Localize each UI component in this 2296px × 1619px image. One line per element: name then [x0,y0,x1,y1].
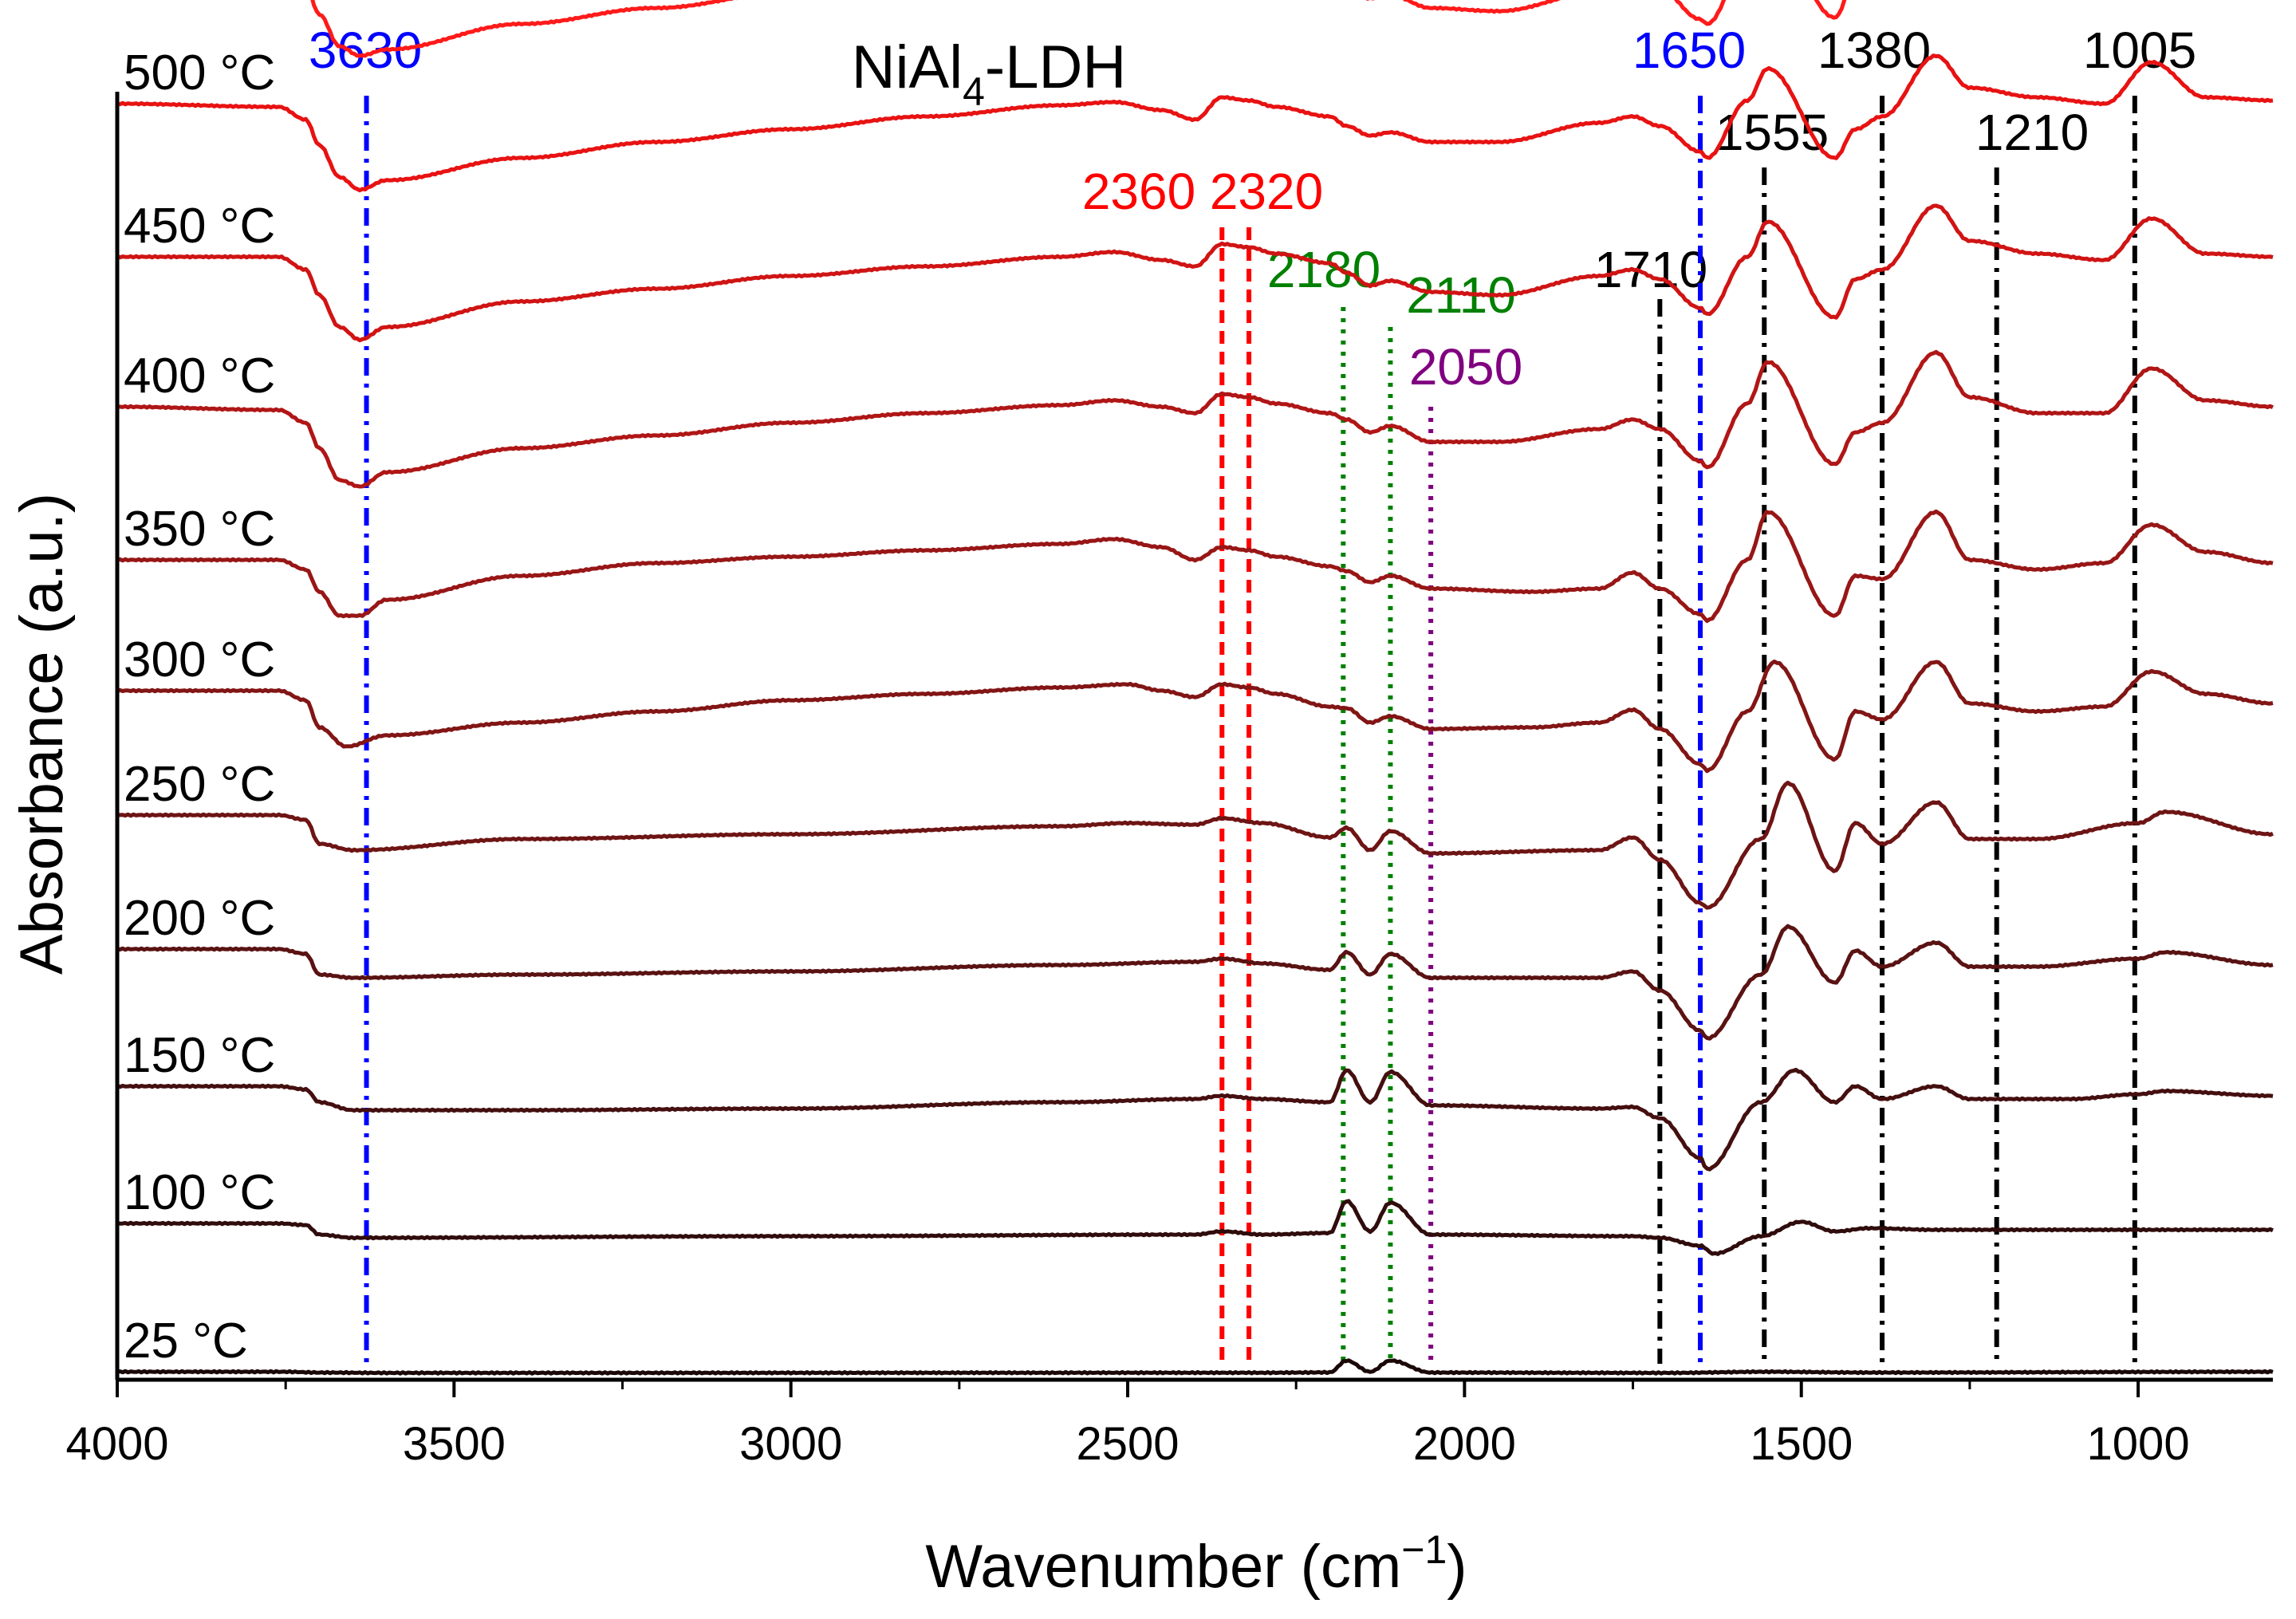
annotation-label: 1650 [1632,22,1746,79]
x-axis-label: Wavenumber (cm−1) [925,1527,1467,1601]
title-rest: -LDH [985,33,1126,101]
x-tick-label: 3500 [403,1418,506,1470]
annotation-label: 2050 [1409,338,1522,396]
series-label: 150 °C [124,1028,275,1083]
x-tick-label: 3000 [739,1418,842,1470]
svg-text:NiAl4-LDH: NiAl4-LDH [852,33,1127,114]
series-line [116,203,2274,343]
annotation-label: 1380 [1818,22,1931,79]
x-axis-label-text: Wavenumber (cm [925,1533,1401,1601]
annotation-label: 1710 [1594,241,1707,298]
x-tick-label: 1000 [2087,1418,2190,1470]
x-axis-label-superscript: −1 [1401,1527,1447,1572]
spectra-series [116,0,2274,1376]
series-label: 250 °C [124,757,275,812]
series-label: 400 °C [124,349,275,404]
annotation-label: 2180 [1267,241,1380,298]
y-axis-label: Absorbance (a.u.) [8,493,76,975]
x-axis-label-close: ) [1447,1533,1467,1601]
series-line [310,0,1847,58]
series-line [116,1067,2274,1172]
series-label: 350 °C [124,502,275,557]
title-main: NiAl [852,33,963,101]
series-label: 25 °C [124,1314,248,1369]
series-line [116,349,2274,489]
title: NiAl4-LDH [852,33,1127,114]
title-subscript: 4 [963,69,985,114]
x-tick-label: 2500 [1077,1418,1180,1470]
series-line [116,1358,2274,1376]
series-labels: 25 °C 100 °C 150 °C 200 °C 250 °C 300 °C 350 °… [124,45,275,1369]
series-label: 200 °C [124,891,275,946]
series-label: 450 °C [124,199,275,254]
series-line [116,780,2274,910]
annotation-label: 3630 [309,22,422,79]
annotation-label: 2360 [1082,163,1195,220]
annotation-label: 2320 [1210,163,1323,220]
series-label: 300 °C [124,632,275,687]
x-tick-label: 1500 [1750,1418,1853,1470]
series-label: 500 °C [124,45,275,100]
series-line [116,53,2274,193]
series-line [116,509,2274,624]
x-ticks: 4000 3500 3000 2500 2000 1500 1000 [65,1380,2190,1470]
series-line [116,924,2274,1041]
x-tick-label: 2000 [1413,1418,1516,1470]
series-line [116,1199,2274,1256]
series-line [116,660,2274,774]
series-label: 100 °C [124,1165,275,1220]
axes [115,92,2273,1382]
x-tick-label: 4000 [65,1418,168,1470]
annotation-label: 1210 [1975,104,2089,161]
